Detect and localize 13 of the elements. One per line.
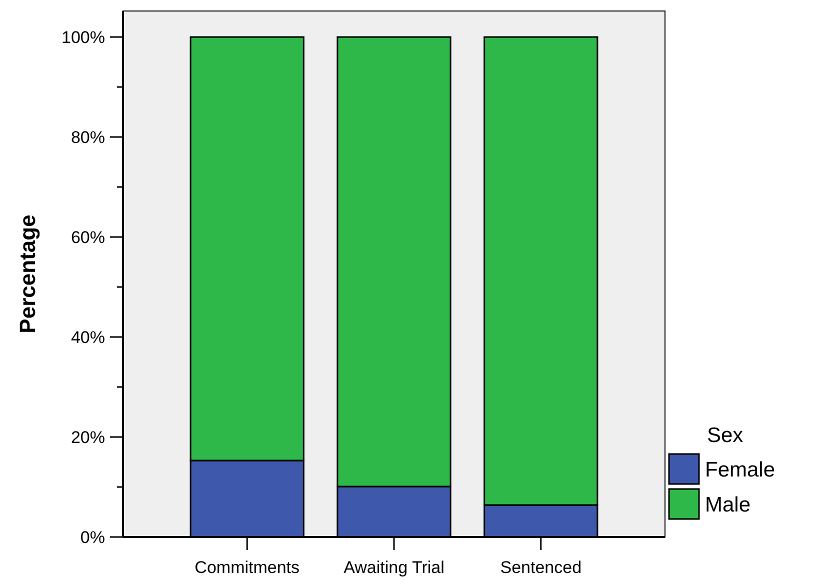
y-tick-label: 0% (80, 528, 105, 547)
x-tick-label: Commitments (194, 558, 300, 577)
x-tick-label: Sentenced (500, 558, 582, 577)
legend-label: Male (705, 493, 751, 516)
y-tick-label: 100% (62, 28, 105, 47)
y-tick-label: 20% (70, 428, 105, 447)
y-tick-label: 80% (70, 128, 105, 147)
y-tick-label: 60% (70, 228, 105, 247)
legend-title: Sex (707, 424, 744, 447)
y-tick-label: 40% (70, 328, 105, 347)
x-tick-label: Awaiting Trial (344, 558, 444, 577)
legend-label: Female (705, 458, 776, 482)
y-axis-title: Percentage (15, 214, 40, 334)
